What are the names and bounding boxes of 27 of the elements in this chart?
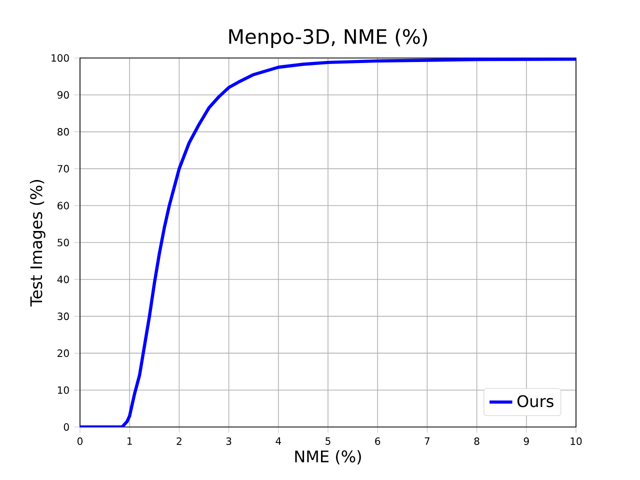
x-tick-label: 1	[128, 437, 132, 445]
y-axis-title: Test Images (%)	[30, 180, 46, 306]
x-tick-label: 6	[375, 437, 380, 445]
y-tick-label: 30	[58, 312, 69, 320]
y-tick-label: 10	[58, 386, 69, 394]
y-tick-label: 70	[58, 164, 69, 172]
x-tick-label: 2	[176, 437, 182, 445]
y-tick-label: 0	[64, 423, 69, 431]
x-tick-label: 10	[570, 437, 582, 445]
x-tick-label: 7	[424, 437, 430, 445]
x-tick-label: 5	[326, 437, 330, 445]
x-tick-label: 0	[77, 437, 83, 445]
line-series	[80, 58, 576, 427]
y-tick-label: 50	[58, 238, 69, 246]
x-axis-title: NME (%)	[295, 450, 361, 464]
x-tick-label: 3	[226, 437, 232, 445]
y-tick-label: 60	[58, 202, 69, 210]
y-tick-label: 20	[58, 349, 69, 357]
y-tick-label: 90	[58, 91, 69, 99]
legend-label: Ours	[517, 395, 554, 408]
x-tick-label: 4	[276, 437, 282, 445]
x-tick-label: 8	[474, 437, 480, 445]
y-tick-label: 80	[58, 128, 69, 136]
x-tick-label: 9	[524, 437, 529, 445]
chart-title: Menpo-3D, NME (%)	[229, 28, 427, 48]
y-tick-label: 40	[57, 276, 69, 284]
y-tick-label: 100	[52, 54, 69, 62]
